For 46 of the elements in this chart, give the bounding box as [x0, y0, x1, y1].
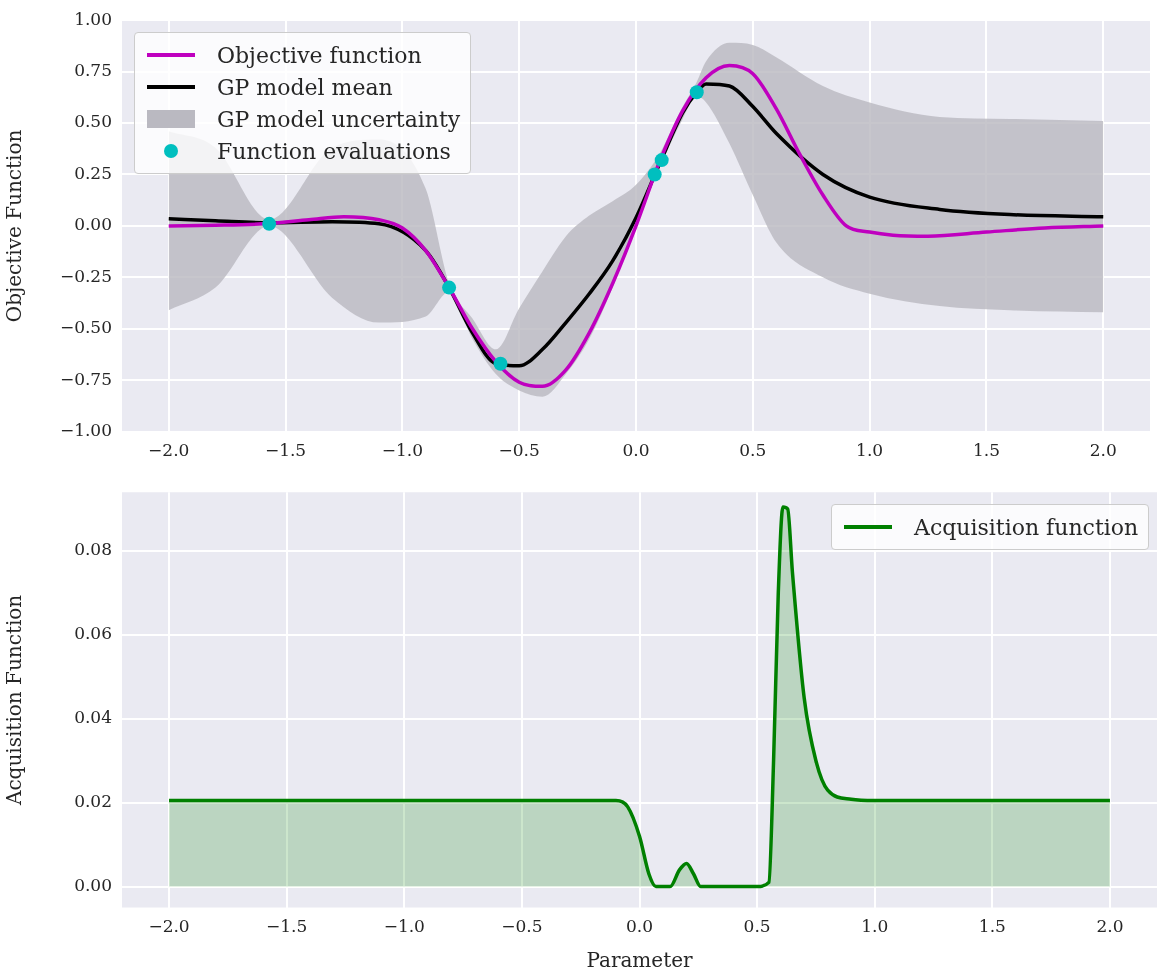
- point: [647, 167, 662, 182]
- y-tick-label: −0.50: [59, 317, 112, 338]
- x-tick-label: 0.5: [739, 440, 767, 461]
- y-tick-label: 0.02: [74, 791, 112, 812]
- y-tick-label: 0.08: [74, 539, 112, 560]
- x-tick-label: 0.0: [622, 440, 650, 461]
- x-tick-label: −2.0: [148, 440, 190, 461]
- point: [442, 280, 457, 295]
- legend-label: Acquisition function: [914, 514, 1139, 540]
- x-tick-label: −0.5: [498, 440, 540, 461]
- y-axis-title: Acquisition Function: [2, 594, 27, 807]
- x-tick-label: 0.5: [743, 916, 771, 937]
- legend-label: GP model uncertainty: [217, 106, 461, 132]
- y-tick-label: 0.00: [74, 875, 112, 896]
- x-tick-label: 0.0: [625, 916, 654, 937]
- y-tick-label: −0.75: [59, 368, 112, 389]
- point: [689, 85, 704, 100]
- y-tick-label: −0.25: [59, 265, 112, 286]
- point: [262, 216, 277, 231]
- x-tick-label: 1.5: [972, 440, 1000, 461]
- x-tick-label: 1.5: [978, 916, 1006, 937]
- x-axis-title: Parameter: [586, 948, 694, 973]
- x-tick-label: −2.0: [148, 916, 190, 937]
- point: [654, 153, 669, 168]
- legend-label: Function evaluations: [217, 138, 451, 164]
- y-tick-label: 0.75: [74, 60, 112, 81]
- y-tick-label: 1.00: [74, 8, 112, 29]
- y-tick-label: 0.06: [74, 623, 112, 644]
- legend-label: Objective function: [217, 42, 422, 68]
- y-tick-label: −1.00: [59, 420, 112, 441]
- x-tick-label: −1.0: [383, 916, 425, 937]
- y-tick-label: 0.00: [74, 214, 112, 235]
- x-tick-label: 2.0: [1096, 916, 1124, 937]
- x-tick-label: 1.0: [861, 916, 889, 937]
- x-tick-label: −1.0: [381, 440, 423, 461]
- x-tick-label: −1.5: [266, 916, 308, 937]
- y-axis-title: Objective Function: [2, 129, 27, 323]
- y-tick-label: 0.25: [74, 162, 112, 183]
- x-tick-label: −0.5: [501, 916, 543, 937]
- y-tick-label: 0.50: [74, 111, 112, 132]
- legend-label: GP model mean: [217, 74, 393, 100]
- y-tick-label: 0.04: [74, 707, 112, 728]
- x-tick-label: 1.0: [856, 440, 884, 461]
- x-tick-label: −1.5: [264, 440, 307, 461]
- point: [493, 356, 508, 371]
- x-tick-label: 2.0: [1089, 440, 1117, 461]
